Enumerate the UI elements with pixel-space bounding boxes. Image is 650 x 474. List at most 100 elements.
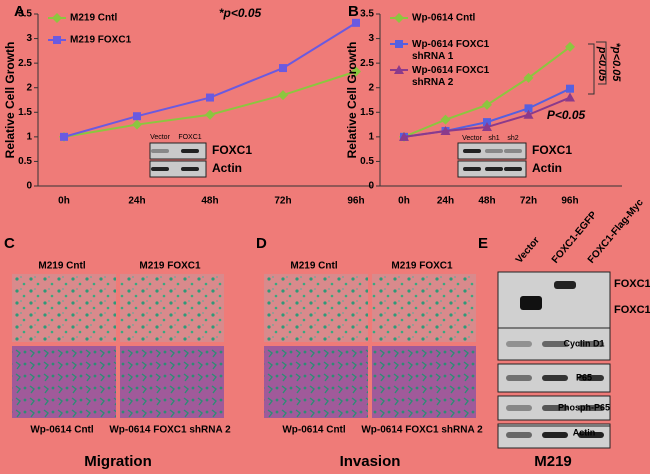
x-tick-label: 96h	[561, 196, 578, 207]
blot-band	[504, 149, 522, 153]
point	[440, 125, 451, 135]
point	[205, 109, 215, 120]
point	[133, 112, 141, 121]
legend-marker	[394, 13, 404, 23]
blot-lane-label: Vector	[514, 235, 542, 266]
micrograph	[120, 346, 224, 418]
legend-label: Wp-0614 Cntl	[412, 13, 476, 24]
image-label: Wp-0614 FOXC1 shRNA 2	[109, 425, 231, 436]
panel-caption: Migration	[84, 453, 152, 470]
blot-lane-label: sh2	[507, 135, 518, 142]
point	[523, 72, 534, 83]
blot-row-label: Cyclin D1	[563, 338, 604, 348]
y-tick-label: 2.5	[18, 58, 32, 69]
y-tick-label: 0.5	[360, 156, 374, 167]
panel-label: C	[4, 235, 15, 252]
micrograph	[372, 346, 476, 418]
x-tick-label: 48h	[478, 196, 495, 207]
blot-row-label: FOXC1	[614, 278, 650, 290]
legend-label: Wp-0614 FOXC1 shRNA 1	[412, 39, 490, 62]
blot-band	[181, 149, 199, 153]
blot-lane-label: Vector	[150, 134, 171, 141]
blot-band	[506, 375, 532, 381]
bracket	[596, 41, 607, 85]
blot-band	[520, 296, 542, 310]
y-axis-label: Relative Cell Growth	[345, 42, 359, 159]
blot-lane-label: FOXC1-Flag-Myc	[586, 197, 646, 266]
panel-caption: Invasion	[340, 453, 401, 470]
image-label: M219 Cntl	[38, 261, 85, 272]
blot-band	[485, 167, 503, 171]
x-tick-label: 0h	[398, 196, 410, 207]
y-tick-label: 3.5	[360, 9, 374, 20]
blot-row-label: FOXC1	[532, 143, 572, 157]
image-label: M219 FOXC1	[391, 261, 453, 272]
panel-label: B	[348, 3, 359, 20]
x-tick-label: 24h	[437, 196, 454, 207]
y-tick-label: 2	[26, 82, 32, 93]
blot-band	[578, 405, 604, 411]
image-label: M219 FOXC1	[139, 261, 201, 272]
blot-row-label: P65	[576, 372, 592, 382]
panel-label: D	[256, 235, 267, 252]
blot-lane-label: FOXC1	[178, 134, 201, 141]
bracket	[588, 43, 595, 95]
blot-band	[504, 167, 522, 171]
micrograph	[120, 274, 224, 342]
blot-band	[542, 432, 568, 438]
blot	[149, 160, 207, 178]
micrograph	[264, 346, 368, 418]
y-tick-label: 1.5	[360, 107, 374, 118]
blot-row-label: FOXC1	[212, 143, 252, 157]
blot-row-label: Phosph-P65	[558, 402, 610, 412]
micrograph	[264, 274, 368, 342]
blot-band	[181, 167, 199, 171]
legend-marker	[52, 13, 62, 23]
panel-caption: M219	[534, 453, 572, 470]
blot-band	[578, 375, 604, 381]
legend-label: M219 FOXC1	[70, 35, 132, 46]
point	[440, 114, 451, 125]
panel-label: E	[478, 235, 488, 252]
blot-band	[151, 149, 169, 153]
legend-marker	[53, 36, 61, 44]
legend-label: M219 Cntl	[70, 13, 117, 24]
blot-band	[151, 167, 169, 171]
panel-label: A	[14, 3, 25, 20]
x-tick-label: 96h	[347, 196, 364, 207]
x-tick-label: 0h	[58, 196, 70, 207]
legend-line-1: Wp-0614 FOXC1	[412, 65, 490, 76]
annotation: *p<0.05	[610, 43, 622, 83]
y-tick-label: 0.5	[18, 156, 32, 167]
annotation: *p<0.05	[219, 6, 262, 20]
legend-line-1: Wp-0614 FOXC1	[412, 39, 490, 50]
legend-marker	[394, 65, 404, 74]
legend-line-2: shRNA 2	[412, 77, 454, 88]
point	[565, 92, 575, 102]
point	[482, 99, 492, 110]
blot	[149, 142, 207, 160]
point	[206, 93, 214, 102]
blot-band	[542, 341, 568, 347]
y-tick-label: 2	[368, 82, 374, 93]
point	[565, 41, 575, 52]
y-tick-label: 3	[26, 33, 32, 44]
blot-band	[578, 341, 604, 347]
y-tick-label: 3	[368, 33, 374, 44]
point	[60, 132, 68, 141]
series-line	[63, 70, 357, 138]
image-label: M219 Cntl	[290, 261, 337, 272]
blot-band	[542, 375, 568, 381]
point	[566, 84, 574, 93]
x-tick-label: 72h	[274, 196, 291, 207]
x-tick-label: 48h	[201, 196, 218, 207]
image-label: Wp-0614 Cntl	[282, 425, 346, 436]
legend-line-2: shRNA 1	[412, 51, 454, 62]
blot-band	[463, 149, 481, 153]
point	[351, 66, 361, 77]
x-tick-label: 72h	[520, 196, 537, 207]
legend-marker	[395, 40, 403, 48]
blot-band	[578, 432, 604, 438]
micrograph	[12, 274, 116, 342]
